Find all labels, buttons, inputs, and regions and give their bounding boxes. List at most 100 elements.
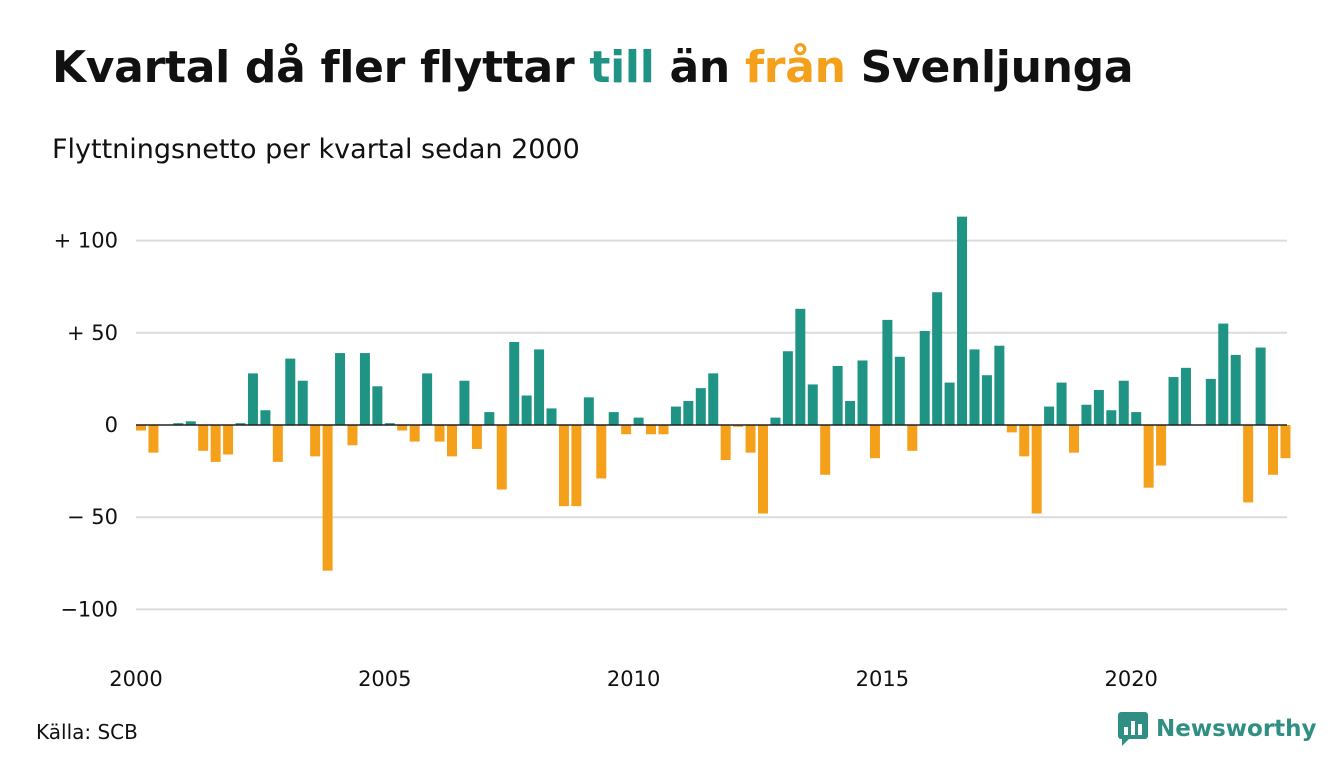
- x-axis-ticks: 2000 2005 2010 2015 2020: [109, 667, 1158, 691]
- bar: [782, 351, 793, 425]
- y-tick-label: + 100: [54, 229, 118, 253]
- bar: [832, 365, 843, 425]
- bar: [857, 360, 868, 425]
- bar: [1243, 425, 1254, 503]
- bar: [210, 425, 221, 462]
- bar: [1218, 323, 1229, 425]
- bar: [882, 319, 893, 425]
- bar: [807, 384, 818, 425]
- bar: [981, 375, 992, 425]
- bar: [272, 425, 283, 462]
- bar: [1044, 406, 1055, 425]
- bar: [1031, 425, 1042, 514]
- bar: [484, 412, 495, 425]
- bar: [1230, 354, 1241, 425]
- bar: [447, 425, 457, 457]
- y-tick-label: − 50: [67, 505, 118, 529]
- bar: [957, 216, 968, 425]
- bar: [621, 425, 632, 435]
- x-tick-label: 2020: [1104, 667, 1157, 691]
- title-part-2: än: [669, 42, 731, 93]
- bar: [546, 408, 557, 425]
- bar: [409, 425, 420, 442]
- x-tick-label: 2010: [607, 667, 660, 691]
- bar: [770, 417, 781, 425]
- bar: [1280, 425, 1291, 459]
- bar: [260, 410, 271, 425]
- bar: [1255, 347, 1266, 425]
- bar: [496, 425, 507, 490]
- bar: [534, 349, 545, 425]
- source-label: Källa: SCB: [36, 720, 138, 744]
- bar: [148, 425, 159, 453]
- bar: [907, 425, 918, 451]
- bar: [1205, 378, 1216, 425]
- bar: [1081, 404, 1092, 425]
- bar: [1268, 425, 1279, 475]
- bar: [285, 358, 296, 425]
- x-tick-label: 2015: [856, 667, 909, 691]
- chart-subtitle: Flyttningsnetto per kvartal sedan 2000: [52, 134, 580, 165]
- bar: [758, 425, 768, 514]
- bar: [247, 373, 258, 425]
- bar: [720, 425, 731, 461]
- bar: [384, 423, 395, 425]
- x-tick-label: 2005: [358, 667, 411, 691]
- title-part-1: Kvartal då fler flyttar: [52, 42, 575, 93]
- bar: [422, 373, 433, 425]
- bar: [173, 423, 184, 425]
- bar: [658, 425, 669, 435]
- bar: [471, 425, 482, 449]
- bar: [994, 345, 1005, 425]
- bar: [845, 401, 856, 425]
- bar: [1069, 425, 1079, 453]
- title-word-till: till: [589, 42, 655, 93]
- bar: [1006, 425, 1017, 433]
- bar: [1131, 412, 1142, 425]
- bar: [322, 425, 333, 571]
- bar-chart: + 100 + 50 0 − 50 −100 2000 2005 2010 2015 2020: [54, 216, 1291, 691]
- bar: [919, 330, 930, 425]
- bar: [1056, 382, 1067, 425]
- bar: [596, 425, 607, 479]
- y-tick-label: 0: [105, 413, 118, 437]
- bar: [347, 425, 358, 446]
- bar: [820, 425, 831, 475]
- bar: [558, 425, 569, 507]
- bar: [608, 412, 619, 425]
- y-tick-label: −100: [60, 597, 118, 621]
- chart-title: Kvartal då fler flyttar till än från Sve…: [52, 42, 1134, 93]
- brand-name: Newsworthy: [1156, 716, 1317, 742]
- y-tick-label: + 50: [67, 321, 118, 345]
- bar: [944, 382, 955, 425]
- bar: [1118, 380, 1129, 425]
- bar: [969, 349, 980, 425]
- title-part-3: Svenljunga: [860, 42, 1134, 93]
- bar: [1143, 425, 1154, 488]
- bar: [869, 425, 880, 459]
- bar: [1093, 389, 1104, 425]
- bar: [583, 397, 594, 425]
- bar: [185, 421, 196, 425]
- bar: [1168, 377, 1179, 425]
- bar: [359, 353, 370, 425]
- bar: [646, 425, 657, 435]
- bar: [695, 388, 706, 425]
- bar: [372, 386, 383, 425]
- bar: [932, 292, 943, 425]
- bar: [633, 417, 644, 425]
- newsworthy-logo-icon: [1118, 712, 1148, 746]
- title-word-fran: från: [744, 42, 846, 93]
- bar: [310, 425, 321, 457]
- bar: [1019, 425, 1030, 457]
- y-axis-ticks: + 100 + 50 0 − 50 −100: [54, 229, 118, 622]
- bar: [223, 425, 234, 455]
- bar: [708, 373, 719, 425]
- bar: [1180, 367, 1191, 425]
- bar: [235, 423, 246, 425]
- bar: [459, 380, 470, 425]
- bar: [733, 425, 744, 427]
- bar: [297, 380, 308, 425]
- bar: [1156, 425, 1167, 466]
- bar: [335, 353, 346, 425]
